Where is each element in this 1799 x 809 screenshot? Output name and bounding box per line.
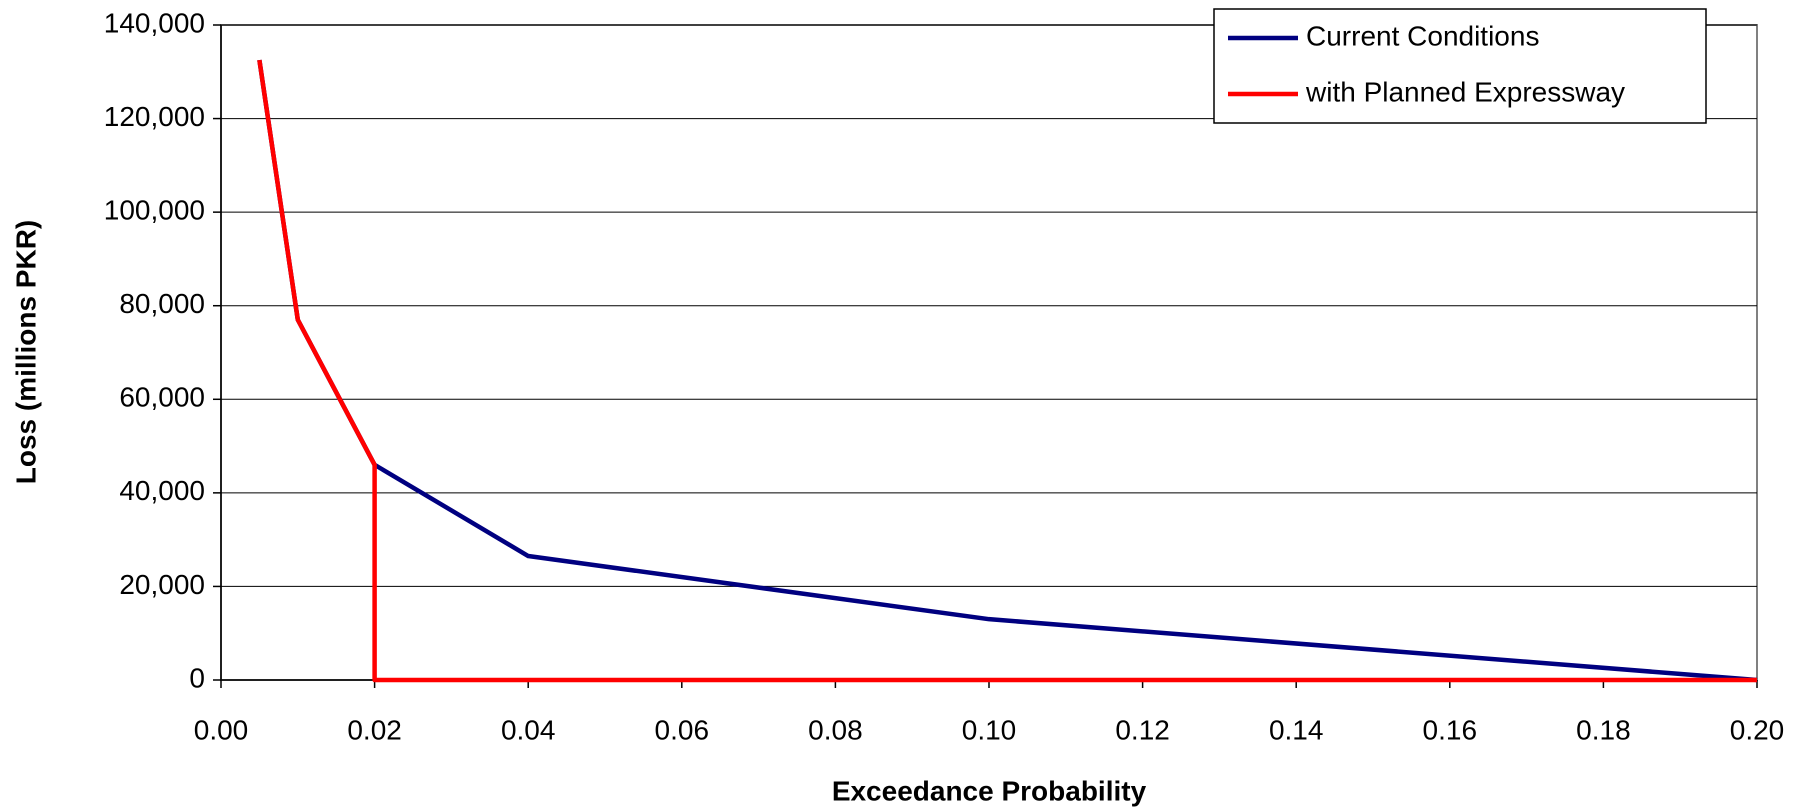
legend-label: with Planned Expressway [1305,76,1625,107]
x-tick-label: 0.18 [1576,714,1631,745]
legend-box [1213,8,1707,124]
x-tick-label: 0.16 [1423,714,1478,745]
y-tick-label: 40,000 [119,475,205,506]
x-tick-label: 0.02 [347,714,402,745]
y-tick-label: 80,000 [119,288,205,319]
legend-label: Current Conditions [1306,20,1539,51]
x-tick-label: 0.04 [501,714,556,745]
x-axis-title: Exceedance Probability [832,775,1147,806]
y-tick-label: 60,000 [119,382,205,413]
x-tick-label: 0.12 [1115,714,1170,745]
x-tick-label: 0.14 [1269,714,1324,745]
x-tick-label: 0.08 [808,714,863,745]
x-tick-label: 0.00 [194,714,249,745]
x-tick-label: 0.20 [1730,714,1785,745]
x-tick-label: 0.06 [655,714,710,745]
x-tick-label: 0.10 [962,714,1017,745]
series-line [257,59,1757,683]
y-tick-label: 100,000 [104,195,205,226]
y-tick-label: 140,000 [104,7,205,38]
y-tick-label: 120,000 [104,101,205,132]
y-tick-label: 20,000 [119,569,205,600]
plot-area [220,24,1758,681]
y-axis-title: Loss (millions PKR) [10,220,41,484]
y-tick-label: 0 [189,662,205,693]
